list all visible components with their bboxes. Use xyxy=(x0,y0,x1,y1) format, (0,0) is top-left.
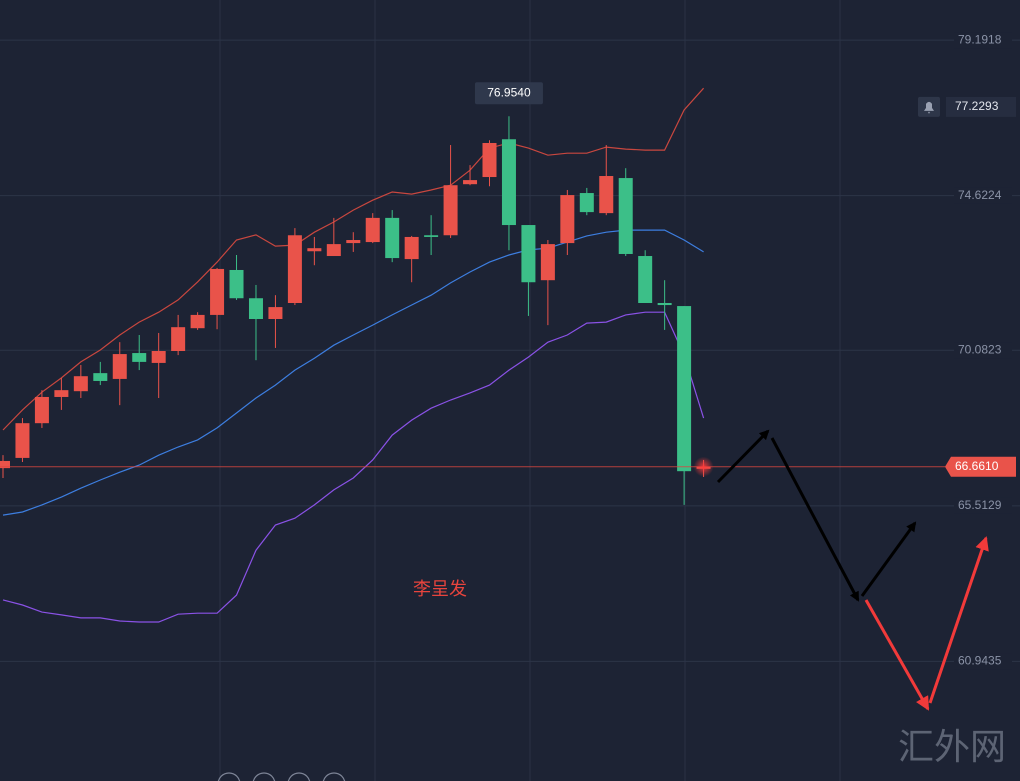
y-tick-label: 79.1918 xyxy=(958,32,1002,46)
arrow xyxy=(860,521,917,597)
toolbar-button[interactable] xyxy=(322,772,346,781)
candle-body xyxy=(521,225,536,283)
candle-body xyxy=(190,314,205,329)
candle-body xyxy=(151,351,166,363)
candle-body xyxy=(638,256,653,304)
alert-label: 77.2293 xyxy=(955,99,999,113)
candle-body xyxy=(132,353,147,362)
candle-body xyxy=(0,460,10,469)
y-tick-label: 60.9435 xyxy=(958,654,1002,668)
candle-body xyxy=(326,244,341,257)
candle-body xyxy=(385,217,400,259)
max-marker-bg xyxy=(474,82,543,105)
current-price-label: 66.6610 xyxy=(955,459,999,473)
candle-body xyxy=(34,396,49,424)
candle-body xyxy=(424,235,439,237)
candle-body xyxy=(657,303,672,306)
toolbar-button[interactable] xyxy=(287,772,311,781)
candle-body xyxy=(599,176,614,214)
band-line xyxy=(2,311,705,623)
toolbar xyxy=(217,772,346,781)
current-price-glow xyxy=(693,456,714,477)
alert-bell xyxy=(924,101,934,114)
candle-body xyxy=(677,306,692,472)
candle-body xyxy=(501,139,516,226)
candles xyxy=(0,116,711,505)
candle-body xyxy=(268,307,283,320)
candle-body xyxy=(346,240,361,244)
toolbar-button[interactable] xyxy=(252,772,276,781)
y-tick-label: 70.0823 xyxy=(958,342,1002,356)
y-tick-label: 65.5129 xyxy=(958,498,1002,512)
candle-body xyxy=(365,217,380,243)
watermark: 汇外网 xyxy=(898,727,1006,768)
candle-body xyxy=(307,248,322,252)
arrow xyxy=(864,599,930,711)
alert-label-bg xyxy=(946,96,1016,117)
toolbar-button[interactable] xyxy=(217,772,241,781)
candle-body xyxy=(579,193,594,213)
candle-body xyxy=(112,354,127,379)
candle-body xyxy=(404,236,419,260)
band-line xyxy=(2,87,705,431)
current-price-label-bg xyxy=(945,456,1016,477)
candle-body xyxy=(287,235,302,304)
candle-body xyxy=(540,244,555,281)
candle-body xyxy=(463,180,478,185)
candle-body xyxy=(15,423,30,458)
overlays xyxy=(2,87,705,623)
arrow xyxy=(716,429,770,484)
candle-body xyxy=(482,142,497,178)
candle-body xyxy=(171,327,186,352)
y-tick-label-bg xyxy=(954,497,1012,514)
candle-body xyxy=(443,185,458,236)
candle-body xyxy=(560,195,575,244)
candle-body xyxy=(73,376,88,392)
candle-body xyxy=(210,268,225,315)
arrow xyxy=(770,437,860,602)
band-line xyxy=(2,229,704,516)
forecast-arrows xyxy=(716,429,989,711)
time-grid xyxy=(219,0,841,781)
y-tick-label-bg xyxy=(954,32,1012,49)
grid: 79.1918 74.6224 70.0823 65.5129 60.9435 xyxy=(0,32,1020,670)
candle-body xyxy=(248,298,263,320)
candle-body xyxy=(618,178,633,254)
y-tick-label-bg xyxy=(954,187,1012,204)
candle-body xyxy=(54,390,69,397)
max-marker-label: 76.9540 xyxy=(487,85,531,99)
arrow xyxy=(928,536,989,704)
y-tick-label-bg xyxy=(954,342,1012,359)
annotation: 李呈发 xyxy=(413,579,467,599)
y-tick-label: 74.6224 xyxy=(958,188,1002,202)
y-tick-label-bg xyxy=(954,653,1012,670)
candle-body xyxy=(229,269,244,299)
candle-body xyxy=(93,373,108,381)
